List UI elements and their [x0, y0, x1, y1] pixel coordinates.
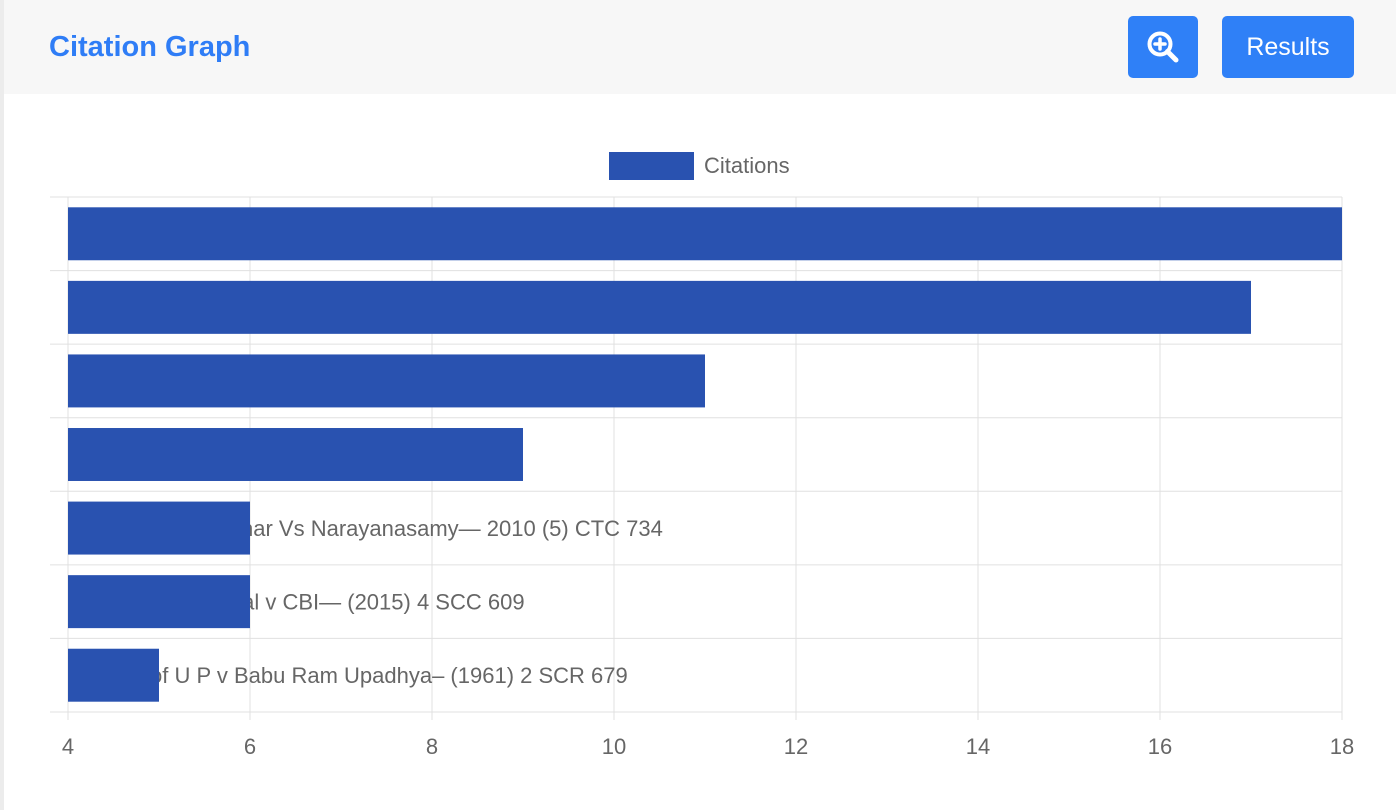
zoom-in-icon — [1147, 31, 1179, 63]
chart-grid — [50, 196, 1343, 720]
category-labels: har Vs Narayanasamy— 2010 (5) CTC 734 tal… — [150, 516, 663, 688]
bar — [68, 280, 1251, 334]
bar — [68, 428, 523, 481]
category-label: har Vs Narayanasamy— 2010 (5) CTC 734 — [241, 516, 663, 541]
category-label: of U P v Babu Ram Upadhya– (1961) 2 SCR … — [150, 663, 628, 688]
card-header: Citation Graph Results — [4, 0, 1396, 94]
x-tick-label: 12 — [784, 734, 808, 759]
citations-bar-chart: Citations har Vs Narayanasamy— 2010 (5) … — [50, 152, 1354, 759]
page-title: Citation Graph — [49, 31, 251, 63]
x-tick-label: 4 — [62, 734, 74, 759]
results-button[interactable]: Results — [1222, 16, 1354, 78]
zoom-button[interactable] — [1128, 16, 1198, 78]
legend-label: Citations — [704, 153, 790, 178]
x-tick-label: 8 — [426, 734, 438, 759]
x-tick-label: 18 — [1330, 734, 1354, 759]
bar — [68, 354, 705, 408]
x-tick-label: 10 — [602, 734, 626, 759]
category-label: tal v CBI— (2015) 4 SCC 609 — [236, 590, 525, 615]
x-axis-ticks: 4 6 8 10 12 14 16 18 — [62, 734, 1354, 759]
x-tick-label: 6 — [244, 734, 256, 759]
bar — [68, 207, 1342, 261]
bar — [68, 501, 250, 555]
bars — [68, 207, 1342, 702]
chart-legend: Citations — [609, 152, 790, 180]
legend-swatch — [609, 152, 694, 180]
x-tick-label: 14 — [966, 734, 990, 759]
bar — [68, 575, 250, 629]
x-tick-label: 16 — [1148, 734, 1172, 759]
bar — [68, 648, 159, 702]
